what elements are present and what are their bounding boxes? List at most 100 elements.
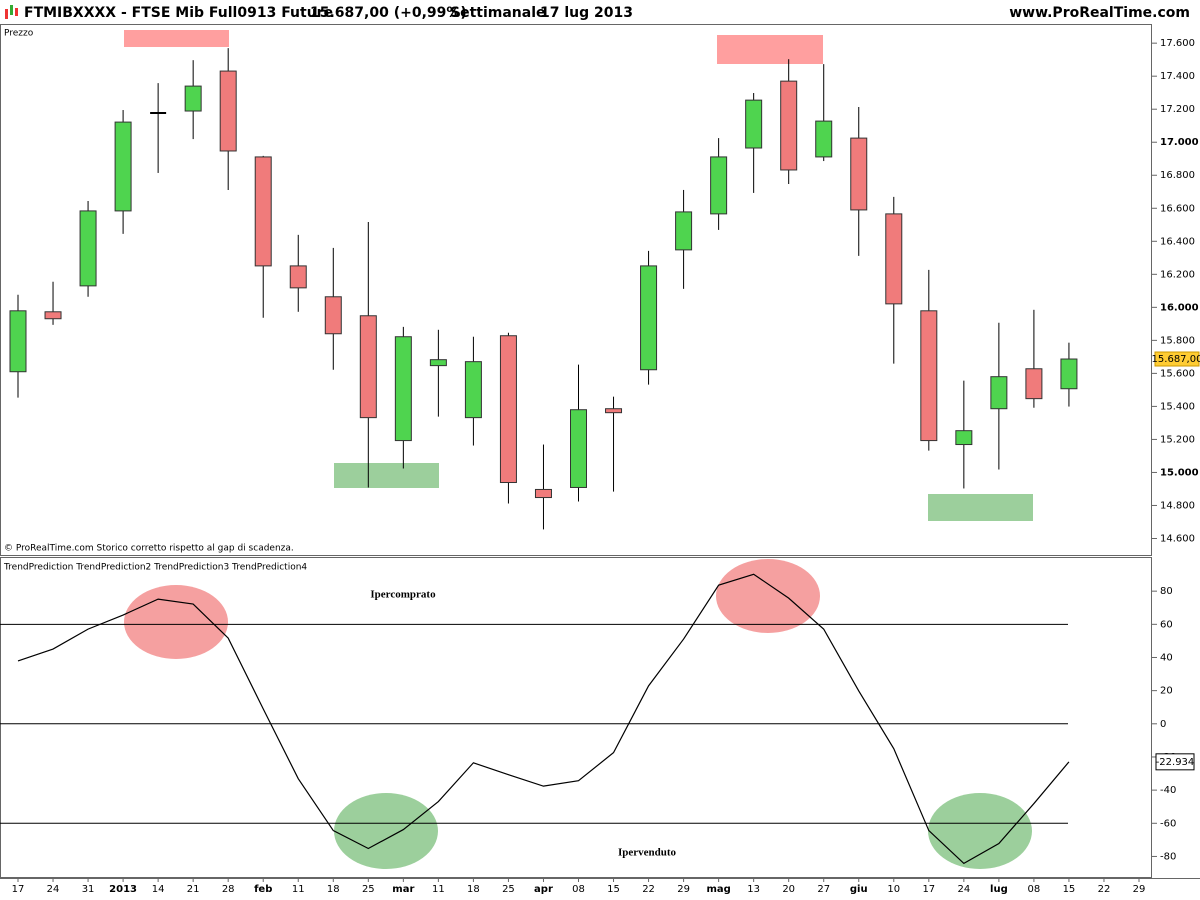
candle-body [394, 336, 412, 442]
candle-body [570, 409, 587, 488]
candle-body [534, 488, 552, 499]
candle-body [780, 80, 798, 171]
x-tick-label: 22 [642, 884, 655, 895]
candle-body [254, 156, 272, 267]
x-tick-label: 21 [187, 884, 200, 895]
annotation: Ipercomprato [370, 589, 436, 601]
candle-body [289, 265, 307, 289]
x-tick-label: 24 [957, 884, 970, 895]
header-bar [0, 0, 1200, 24]
y-tick-label: 17.000 [1160, 137, 1199, 148]
y-tick-label: 15.800 [1160, 335, 1195, 346]
y-tick-label: 16.200 [1160, 269, 1195, 280]
y-tick-label: 15.600 [1160, 368, 1195, 379]
candle-body [640, 265, 658, 371]
x-tick-label: 14 [152, 884, 165, 895]
candle-body [359, 315, 377, 419]
x-tick-label: 17 [922, 884, 935, 895]
candle-body [114, 121, 132, 212]
panel-note: © ProRealTime.com Storico corretto rispe… [4, 544, 294, 554]
candle-body [885, 213, 903, 305]
y-tick-label: 60 [1160, 619, 1173, 630]
x-tick-label: 18 [327, 884, 340, 895]
last-price-tag [1154, 351, 1200, 367]
y-tick-label: 15.000 [1160, 467, 1199, 478]
last-value-tag [1155, 753, 1195, 771]
x-tick-label: 11 [432, 884, 445, 895]
y-tick-label: 16.000 [1160, 302, 1199, 313]
candle-body [9, 310, 27, 373]
panel-title: Prezzo [4, 29, 34, 39]
x-tick-label: 2013 [109, 884, 137, 895]
x-tick-label: 24 [47, 884, 60, 895]
x-tick-label: 17 [12, 884, 25, 895]
header-period: Settimanale [450, 5, 546, 21]
y-tick-label: 17.600 [1160, 38, 1195, 49]
candle-body [499, 335, 517, 484]
candle-body [429, 359, 447, 367]
header-site[interactable]: www.ProRealTime.com [1009, 5, 1190, 21]
y-tick-label: 40 [1160, 652, 1173, 663]
last-value-label: -22.934 [1156, 757, 1195, 768]
x-tick-label: 08 [1028, 884, 1041, 895]
candle-body [675, 211, 693, 251]
x-tick-label: lug [990, 884, 1008, 895]
candle-body [44, 311, 62, 320]
x-tick-label: 10 [887, 884, 900, 895]
x-tick-label: 22 [1098, 884, 1111, 895]
x-tick-label: giu [850, 884, 868, 895]
x-tick-label: 29 [1133, 884, 1146, 895]
header-date: 17 lug 2013 [540, 5, 633, 21]
annotation: Ipervenduto [618, 847, 677, 859]
x-tick-label: 28 [222, 884, 235, 895]
oscillator-line [17, 573, 1070, 865]
x-tick-label: mar [392, 884, 414, 895]
x-tick-label: 13 [747, 884, 760, 895]
candle-body [184, 85, 202, 112]
x-tick-label: feb [254, 884, 272, 895]
candle-body [955, 430, 973, 446]
y-tick-label: 0 [1160, 719, 1166, 730]
x-tick-label: 11 [292, 884, 305, 895]
candle-body [79, 210, 97, 287]
candle-body [710, 156, 728, 215]
y-tick-label: 20 [1160, 686, 1173, 697]
x-tick-label: 27 [817, 884, 830, 895]
panel-frames [0, 24, 1200, 879]
y-tick-label: 16.600 [1160, 203, 1195, 214]
candle-body [990, 376, 1008, 410]
y-tick-label: 15.200 [1160, 434, 1195, 445]
candle-body [1025, 368, 1043, 400]
y-tick-label: -40 [1160, 785, 1176, 796]
panel-title: TrendPrediction TrendPrediction2 TrendPr… [3, 563, 307, 573]
candle-body [815, 120, 833, 158]
x-tick-label: 15 [607, 884, 620, 895]
x-tick-label: 29 [677, 884, 690, 895]
candle-body [324, 296, 342, 335]
y-tick-label: 80 [1160, 586, 1173, 597]
y-tick-label: 15.400 [1160, 401, 1195, 412]
candle-body [850, 137, 868, 211]
y-tick-label: 14.800 [1160, 500, 1195, 511]
highlights [124, 30, 1033, 869]
x-tick-label: apr [534, 884, 553, 895]
y-tick-label: 16.800 [1160, 170, 1195, 181]
header-quote: 15.687,00 (+0,99%) [310, 5, 467, 21]
x-tick-label: 25 [502, 884, 515, 895]
candle-body [464, 361, 482, 419]
candle-body [920, 310, 938, 442]
y-tick-label: 17.200 [1160, 104, 1195, 115]
x-tick-label: 08 [572, 884, 585, 895]
y-tick-label: 16.400 [1160, 236, 1195, 247]
candle-body [1060, 358, 1078, 390]
last-price-label: 15.687,00 [1152, 354, 1200, 365]
x-tick-label: mag [706, 884, 730, 895]
x-tick-label: 31 [82, 884, 95, 895]
candle-body [745, 99, 763, 149]
x-tick-label: 20 [782, 884, 795, 895]
y-tick-label: -60 [1160, 818, 1176, 829]
candle-body [605, 408, 623, 414]
x-tick-label: 25 [362, 884, 375, 895]
